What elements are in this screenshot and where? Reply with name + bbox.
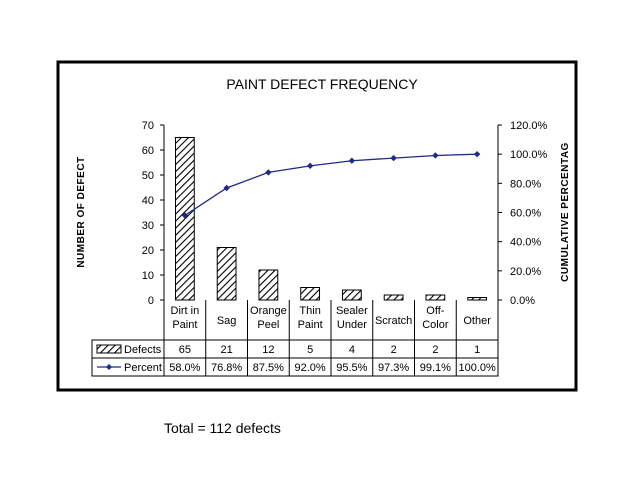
table-value-defects: 65 [179, 344, 191, 356]
table-value-defects: 1 [474, 344, 480, 356]
percent-marker [432, 152, 439, 159]
y-tick-label: 30 [142, 220, 154, 232]
bar [216, 247, 237, 301]
y-tick-label: 40 [142, 195, 154, 207]
plot-area: 0 10 20 30 40 50 60 70 0.0% 20.0% 40.0% 60.0% 80.0% 1… [91, 120, 548, 377]
legend-label-defects: Defects [124, 344, 162, 356]
bar [383, 294, 404, 301]
y2-tick-label: 20.0% [510, 266, 541, 278]
category-label: Sealer [336, 305, 368, 317]
table-value-defects: 21 [221, 344, 233, 356]
category-label: Peel [257, 319, 279, 331]
percent-marker [265, 169, 272, 176]
table-value-percent: 76.8% [211, 362, 242, 374]
category-label: Dirt in [171, 305, 200, 317]
y-tick-label: 20 [142, 245, 154, 257]
bar [174, 137, 195, 301]
y2-tick-label: 80.0% [510, 178, 541, 190]
bar [258, 269, 279, 301]
table-value-percent: 95.5% [336, 362, 367, 374]
category-label: Thin [299, 305, 320, 317]
table-value-defects: 2 [432, 344, 438, 356]
y2-tick-label: 60.0% [510, 208, 541, 220]
table-value-percent: 100.0% [458, 362, 496, 374]
y-tick-label: 50 [142, 170, 154, 182]
bar [300, 287, 321, 301]
category-label: Scratch [375, 315, 412, 327]
y-tick-label: 0 [148, 295, 154, 307]
category-label: Paint [298, 319, 323, 331]
chart-border [56, 60, 578, 392]
bar [341, 289, 362, 301]
legend-swatch-defects [96, 344, 122, 354]
y2-tick-label: 100.0% [510, 149, 548, 161]
category-label: Under [337, 319, 367, 331]
y2-axis-label: CUMULATIVE PERCENTAG [560, 142, 571, 282]
y2-tick-label: 40.0% [510, 237, 541, 249]
legend-label-percent: Percent [124, 362, 162, 374]
percent-marker [306, 162, 314, 170]
percent-marker [223, 184, 230, 192]
table-value-percent: 97.3% [378, 362, 409, 374]
total-note: Total = 112 defects [164, 420, 281, 436]
percent-marker [348, 157, 356, 164]
y-tick-label: 60 [142, 145, 154, 157]
table-value-defects: 2 [391, 344, 397, 356]
percent-line [184, 153, 478, 216]
table-value-percent: 58.0% [169, 362, 200, 374]
category-label: Orange [250, 305, 287, 317]
category-label: Paint [172, 319, 197, 331]
y2-tick-label: 0.0% [510, 295, 535, 307]
y-tick-label: 10 [142, 270, 154, 282]
y-axis-label: NUMBER OF DEFECT [76, 156, 87, 267]
bar [467, 297, 488, 301]
bar [425, 294, 446, 301]
table-value-defects: 12 [262, 344, 274, 356]
category-label: Off- [426, 305, 444, 317]
percent-marker [473, 150, 481, 158]
table-value-percent: 92.0% [295, 362, 326, 374]
legend-marker-percent [106, 364, 112, 370]
table-value-defects: 5 [307, 344, 313, 356]
y-tick-label: 70 [142, 120, 154, 132]
y2-tick-label: 120.0% [510, 120, 548, 132]
category-label: Other [463, 315, 491, 327]
category-label: Sag [217, 315, 237, 327]
chart-title: PAINT DEFECT FREQUENCY [226, 76, 418, 92]
table-value-defects: 4 [349, 344, 355, 356]
table-value-percent: 87.5% [253, 362, 284, 374]
percent-marker [181, 212, 189, 219]
percent-marker [390, 154, 397, 162]
category-label: Color [422, 319, 449, 331]
table-value-percent: 99.1% [420, 362, 451, 374]
